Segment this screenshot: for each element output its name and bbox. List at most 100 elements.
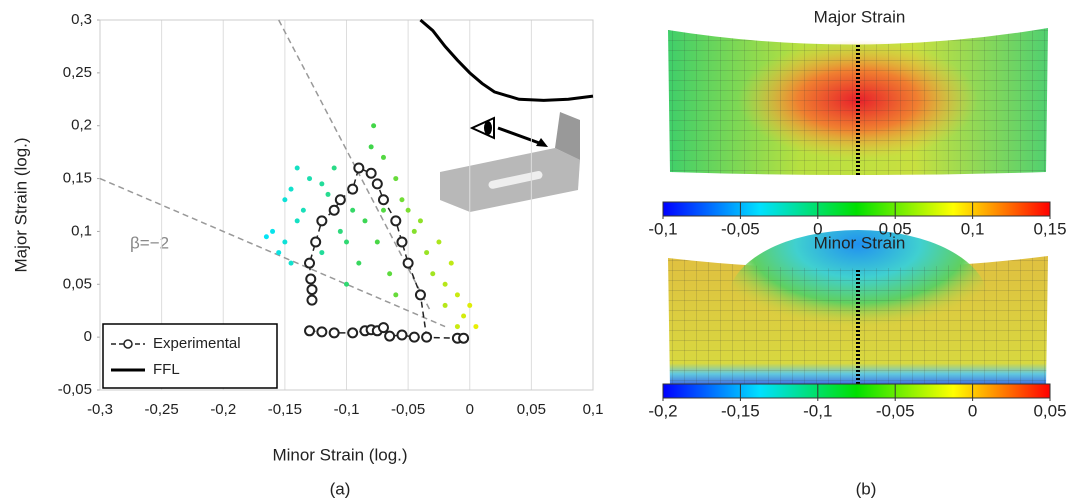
x-tick-label: 0,1 [583,401,604,418]
series-marker [371,178,383,190]
strain-point [467,302,473,308]
y-tick-label: 0,15 [63,170,92,187]
series-marker [414,289,426,301]
strain-point [319,250,325,256]
colorbar-tick-label: 0,1 [961,219,985,238]
strain-point [344,281,349,287]
y-tick-label: 0,05 [63,275,92,292]
strain-point [300,207,306,213]
strain-point [454,324,460,330]
series-marker [306,294,318,306]
strain-point [411,228,417,234]
series-line [419,18,594,102]
series-marker [347,183,359,195]
series-marker [316,215,328,227]
caption: (a) [330,479,351,498]
strain-point [362,218,368,224]
series-marker [402,257,414,269]
series-marker [304,257,316,269]
series-marker [396,329,408,341]
colorbar-tick-label: -0,1 [803,401,832,420]
strain-point [282,239,288,245]
plot-frame [99,19,594,391]
x-tick-label: -0,15 [268,401,302,418]
panel-title: Minor Strain [814,233,906,252]
strain-point [417,218,423,224]
colorbar [662,201,1051,217]
strain-point [436,239,442,245]
y-tick-label: 0,25 [63,64,92,81]
y-axis-label: Major Strain (log.) [11,137,30,272]
series-marker [310,236,322,248]
series-marker [377,194,389,206]
y-tick-label: 0,1 [71,222,92,239]
strain-point [374,239,380,245]
series-marker [390,215,402,227]
colorbar-tick-label: 0 [813,219,822,238]
series-marker [306,284,318,296]
series-marker [396,236,408,248]
strain-point [331,165,337,171]
strain-point [307,176,313,182]
strain-point [399,197,405,203]
series-marker [316,326,328,338]
series-marker [304,325,316,337]
strain-point [405,207,411,213]
x-tick-label: 0 [466,401,474,418]
series-marker [328,204,340,216]
x-axis-label: Minor Strain (log.) [272,445,407,464]
y-tick-label: -0,05 [58,381,92,398]
strain-point [288,186,294,192]
strain-point [473,324,479,330]
x-tick-label: -0,2 [210,401,236,418]
y-tick-label: 0 [84,328,92,345]
strain-point [442,302,448,308]
series-marker [377,322,389,334]
strain-point [282,197,288,203]
strain-point [380,154,386,160]
strain-point [393,176,399,182]
annotation: β=−2 [130,233,169,252]
strain-point [294,218,300,224]
colorbar-tick-label: 0,05 [1033,401,1066,420]
series-marker [347,327,359,339]
series-marker [458,332,470,344]
strain-point [442,281,448,287]
colorbar-tick-label: -0,2 [648,401,677,420]
colorbar-tick-label: -0,05 [876,401,915,420]
legend-label: Experimental [153,335,241,352]
series-marker [421,331,433,343]
strain-point [270,228,276,234]
reference-line [99,177,446,328]
strain-point [454,292,460,298]
x-tick-label: -0,3 [87,401,113,418]
strain-point [263,234,269,240]
strain-point [371,123,377,129]
legend-marker [123,339,133,349]
strain-point [448,260,454,266]
series-marker [353,162,365,174]
strain-point [276,250,282,256]
strain-point [430,271,436,277]
x-tick-label: -0,05 [391,401,425,418]
strain-point [325,191,331,197]
strain-point [294,165,300,171]
strain-point [387,271,393,277]
caption: (b) [856,479,877,498]
series-marker [334,194,346,206]
colorbar-tick-label: 0,05 [879,219,912,238]
strain-point [319,181,325,187]
strain-point [368,144,374,150]
legend-box [102,323,278,389]
major-strain-map [668,28,1048,176]
y-tick-label: 0,2 [71,117,92,134]
strain-point [288,260,294,266]
colorbar-tick-label: -0,15 [721,401,760,420]
panel-title: Major Strain [814,7,906,26]
series-marker [384,330,396,342]
colorbar [662,383,1051,399]
series-marker [408,331,420,343]
strain-point [356,260,362,266]
strain-point [350,207,356,213]
